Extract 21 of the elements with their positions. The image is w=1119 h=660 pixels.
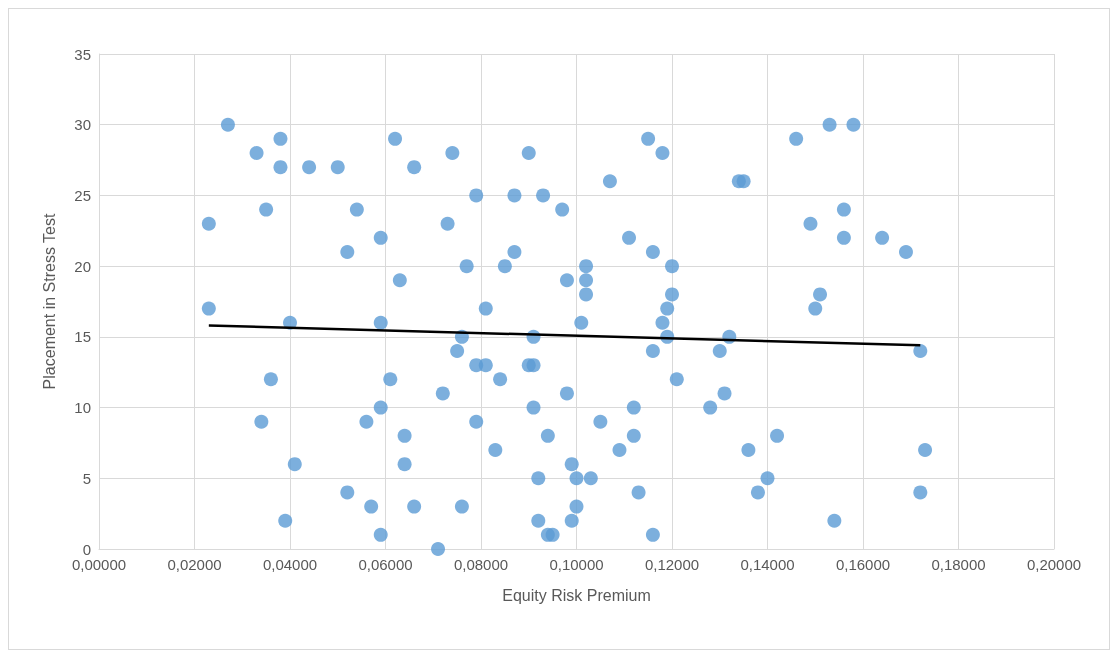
y-tick-label: 0	[82, 540, 91, 558]
x-tick-label: 0,16000	[835, 556, 891, 573]
y-tick-label: 10	[74, 399, 91, 417]
y-tick-label: 30	[74, 116, 91, 134]
y-tick-label: 15	[74, 328, 91, 346]
x-tick-label: 0,10000	[549, 556, 604, 573]
x-tick-label: 0,06000	[358, 556, 413, 573]
x-tick-label: 0,08000	[453, 556, 509, 573]
x-tick-label: 0,02000	[167, 556, 222, 573]
x-axis-title: Equity Risk Premium	[502, 586, 651, 604]
y-tick-label: 20	[74, 257, 91, 275]
x-tick-label: 0,20000	[1026, 556, 1082, 573]
y-axis-title: Placement in Stress Test	[40, 213, 58, 390]
y-tick-label: 35	[74, 45, 91, 63]
x-tick-label: 0,04000	[262, 556, 318, 573]
x-tick-label: 0,00000	[71, 556, 127, 573]
y-tick-label: 25	[74, 186, 91, 204]
x-tick-label: 0,18000	[931, 556, 986, 573]
y-tick-label: 5	[82, 469, 91, 487]
x-tick-label: 0,12000	[644, 556, 700, 573]
x-tick-label: 0,14000	[740, 556, 795, 573]
